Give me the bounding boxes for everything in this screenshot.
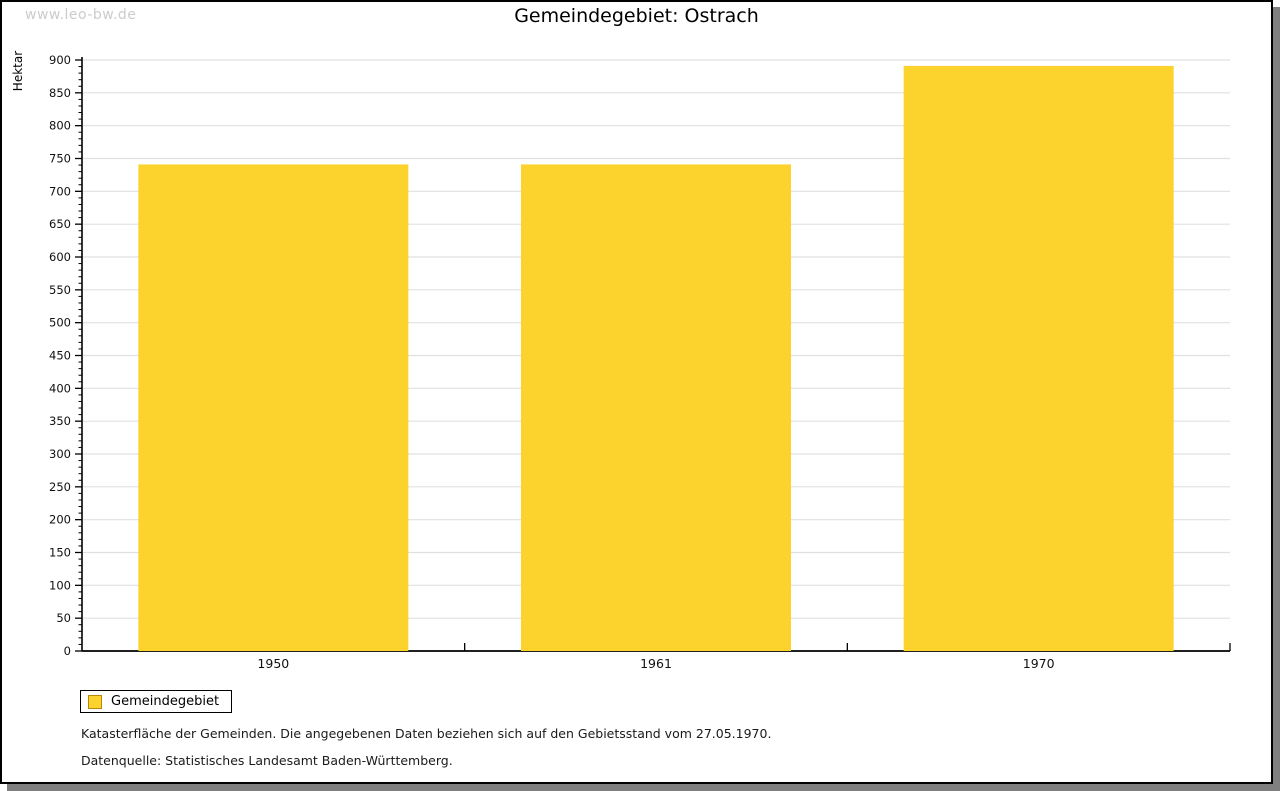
- x-tick-label: 1961: [640, 656, 672, 671]
- y-tick-label: 550: [49, 283, 71, 297]
- y-tick-label: 450: [49, 349, 71, 363]
- y-tick-label: 500: [49, 316, 71, 330]
- y-tick-label: 350: [49, 414, 71, 428]
- bar-1970[interactable]: [903, 65, 1174, 651]
- y-tick-label: 150: [49, 546, 71, 560]
- y-tick-label: 400: [49, 381, 71, 395]
- bar-1961[interactable]: [521, 164, 791, 651]
- y-tick-label: 600: [49, 250, 71, 264]
- bar-chart: 0 50 100 150 200 250 300 350 400 450 500 550 600 650 7…: [49, 53, 1231, 671]
- caption-line-1: Katasterfläche der Gemeinden. Die angege…: [81, 726, 772, 741]
- y-tick-label: 850: [49, 86, 71, 100]
- y-tick-label: 300: [49, 447, 71, 461]
- y-tick-label: 200: [49, 513, 71, 527]
- page-title: Gemeindegebiet: Ostrach: [514, 5, 759, 27]
- legend-swatch-icon: [88, 694, 102, 709]
- y-tick-label: 0: [64, 644, 71, 658]
- legend[interactable]: Gemeindegebiet: [80, 690, 233, 713]
- y-tick-label: 250: [49, 480, 71, 494]
- caption-line-2: Datenquelle: Statistisches Landesamt Bad…: [81, 753, 453, 768]
- bar-1950[interactable]: [138, 164, 409, 651]
- y-tick-label: 800: [49, 119, 71, 133]
- y-tick-label: 50: [56, 611, 71, 625]
- y-tick-label: 650: [49, 217, 71, 231]
- watermark: www.leo-bw.de: [25, 7, 137, 23]
- x-tick-label: 1950: [257, 656, 289, 671]
- y-tick-label: 100: [49, 578, 71, 592]
- y-tick-label: 900: [49, 53, 71, 67]
- y-tick-label: 750: [49, 152, 71, 166]
- y-tick-label: 700: [49, 184, 71, 198]
- legend-label: Gemeindegebiet: [111, 694, 220, 709]
- x-tick-label: 1970: [1023, 656, 1055, 671]
